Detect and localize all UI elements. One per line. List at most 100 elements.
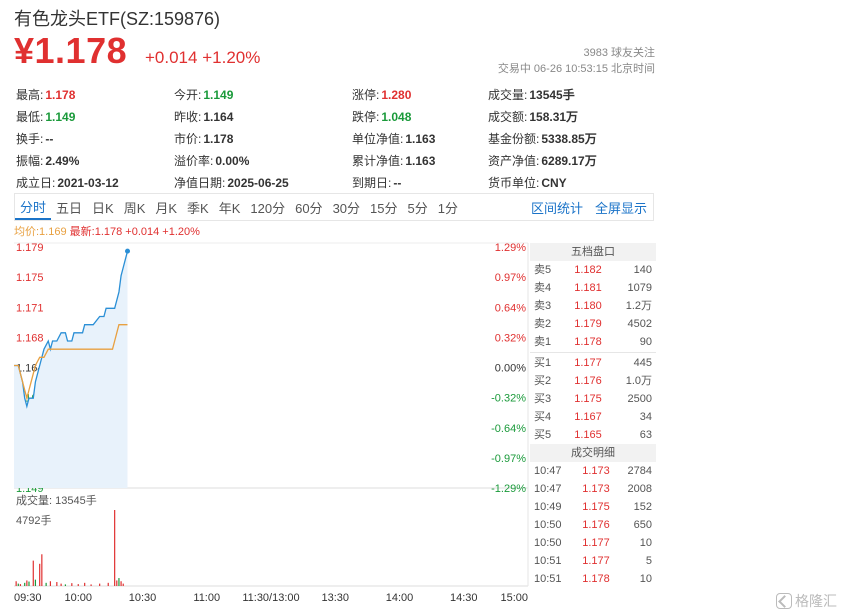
- last-price-dot: [125, 248, 131, 254]
- stat-item: 最高: 1.178: [16, 84, 174, 106]
- stat-label: 昨收:: [174, 110, 202, 124]
- time-tick-label: 13:30: [321, 592, 349, 604]
- order-side: 卖5: [534, 264, 552, 276]
- stat-label: 成立日:: [16, 176, 56, 190]
- stat-label: 单位净值:: [352, 132, 404, 146]
- tab-4[interactable]: 月K: [155, 200, 178, 216]
- stat-value: 1.280: [381, 88, 412, 102]
- order-volume: 4502: [627, 318, 652, 330]
- order-price: 1.167: [574, 411, 602, 423]
- watermark-text: 格隆汇: [795, 593, 837, 609]
- stat-item: 成立日: 2021-03-12: [16, 172, 174, 194]
- stat-label: 成交额:: [488, 110, 528, 124]
- stat-item: 昨收: 1.164: [174, 106, 352, 128]
- pct-tick-label: 0.32%: [495, 332, 526, 344]
- trade-volume: 10: [639, 573, 652, 585]
- divider: [530, 352, 656, 353]
- stat-label: 今开:: [174, 88, 202, 102]
- pct-tick-label: 1.29%: [495, 242, 526, 254]
- pct-tick-label: 0.64%: [495, 302, 526, 314]
- order-price: 1.178: [574, 336, 602, 348]
- volume-max-label: 4792手: [16, 513, 51, 527]
- last-price-legend: 最新:1.178 +0.014 +1.20%: [69, 226, 200, 238]
- price-tick-label: 1.164: [16, 363, 44, 375]
- order-side: 买5: [534, 429, 552, 441]
- stat-value: --: [45, 132, 54, 146]
- order-price: 1.165: [574, 429, 602, 441]
- trade-row: 10:47 1.173 2784: [530, 462, 656, 480]
- stat-item: 涨停: 1.280: [352, 84, 488, 106]
- trade-price: 1.177: [582, 537, 610, 549]
- order-side: 买4: [534, 411, 552, 423]
- tab-8[interactable]: 60分: [295, 200, 323, 216]
- stat-label: 振幅:: [16, 154, 44, 168]
- avg-price-line: [14, 324, 128, 401]
- followers-count[interactable]: 3983 球友关注: [583, 47, 655, 59]
- trade-time: 10:49: [534, 501, 562, 513]
- trade-volume: 2784: [627, 465, 652, 477]
- fullscreen-button[interactable]: 全屏显示: [594, 200, 647, 216]
- trade-price: 1.175: [582, 501, 610, 513]
- order-book-row: 买3 1.175 2500: [530, 390, 656, 408]
- trade-time: 10:50: [534, 519, 562, 531]
- tab-6[interactable]: 年K: [218, 200, 241, 216]
- order-side: 买1: [534, 357, 552, 369]
- trade-time: 10:47: [534, 465, 562, 477]
- order-volume: 445: [633, 357, 652, 369]
- trade-row: 10:51 1.177 5: [530, 552, 656, 570]
- trade-status-time: 交易中 06-26 10:53:15 北京时间: [497, 63, 655, 75]
- price-tick-label: 1.175: [16, 272, 44, 284]
- price-tick-label: 1.179: [16, 242, 44, 254]
- range-stats-button[interactable]: 区间统计: [530, 200, 583, 216]
- stat-label: 最低:: [16, 110, 44, 124]
- tab-0[interactable]: 分时: [15, 194, 52, 220]
- stat-label: 货币单位:: [488, 176, 540, 190]
- stat-label: 换手:: [16, 132, 44, 146]
- tab-7[interactable]: 120分: [250, 200, 286, 216]
- trade-volume: 152: [633, 501, 652, 513]
- chart-legend: 均价:1.169 最新:1.178 +0.014 +1.20%: [14, 223, 200, 239]
- pct-tick-label: 0.00%: [495, 363, 526, 375]
- tab-12[interactable]: 1分: [437, 200, 458, 216]
- trade-volume: 650: [633, 519, 652, 531]
- change-value: +0.014: [145, 48, 198, 67]
- order-book-row: 卖3 1.180 1.2万: [530, 297, 656, 315]
- tab-3[interactable]: 周K: [123, 200, 146, 216]
- stat-value: CNY: [541, 176, 567, 190]
- stat-value: 2025-06-25: [227, 176, 289, 190]
- tab-9[interactable]: 30分: [332, 200, 361, 216]
- tab-5[interactable]: 季K: [187, 200, 209, 216]
- stat-value: 158.31万: [529, 110, 579, 124]
- stat-item: 最低: 1.149: [16, 106, 174, 128]
- trade-time: 10:51: [534, 555, 562, 567]
- volume-label: 成交量: 13545手: [16, 493, 97, 507]
- time-tick-label: 10:30: [129, 592, 157, 604]
- order-price: 1.179: [574, 318, 602, 330]
- stat-item: 到期日: --: [352, 172, 488, 194]
- stat-item: 今开: 1.149: [174, 84, 352, 106]
- order-volume: 2500: [627, 393, 652, 405]
- price-change: +0.014 +1.20%: [145, 48, 260, 68]
- quote-stats-grid: 最高: 1.178 今开: 1.149 涨停: 1.280 成交量: 13545手 最低: 1.1…: [16, 84, 656, 194]
- trade-volume: 2008: [627, 483, 652, 495]
- trade-row: 10:49 1.175 152: [530, 498, 656, 516]
- stat-item: 换手: --: [16, 128, 174, 150]
- stat-value: --: [393, 176, 402, 190]
- time-tick-label: 14:00: [386, 592, 414, 604]
- time-tick-label: 10:00: [64, 592, 92, 604]
- trade-price: 1.173: [582, 483, 610, 495]
- stat-item: 成交量: 13545手: [488, 84, 648, 106]
- stat-label: 基金份额:: [488, 132, 540, 146]
- pct-tick-label: -0.97%: [491, 453, 526, 465]
- trade-row: 10:47 1.173 2008: [530, 480, 656, 498]
- trade-price: 1.173: [582, 465, 610, 477]
- trade-volume: 5: [645, 555, 652, 567]
- tab-11[interactable]: 5分: [407, 200, 428, 216]
- tab-2[interactable]: 日K: [92, 200, 114, 216]
- stat-value: 1.149: [45, 110, 76, 124]
- stat-value: 5338.85万: [541, 132, 597, 146]
- tab-1[interactable]: 五日: [56, 200, 83, 216]
- tab-10[interactable]: 15分: [370, 200, 398, 216]
- order-book-row: 买4 1.167 34: [530, 408, 656, 426]
